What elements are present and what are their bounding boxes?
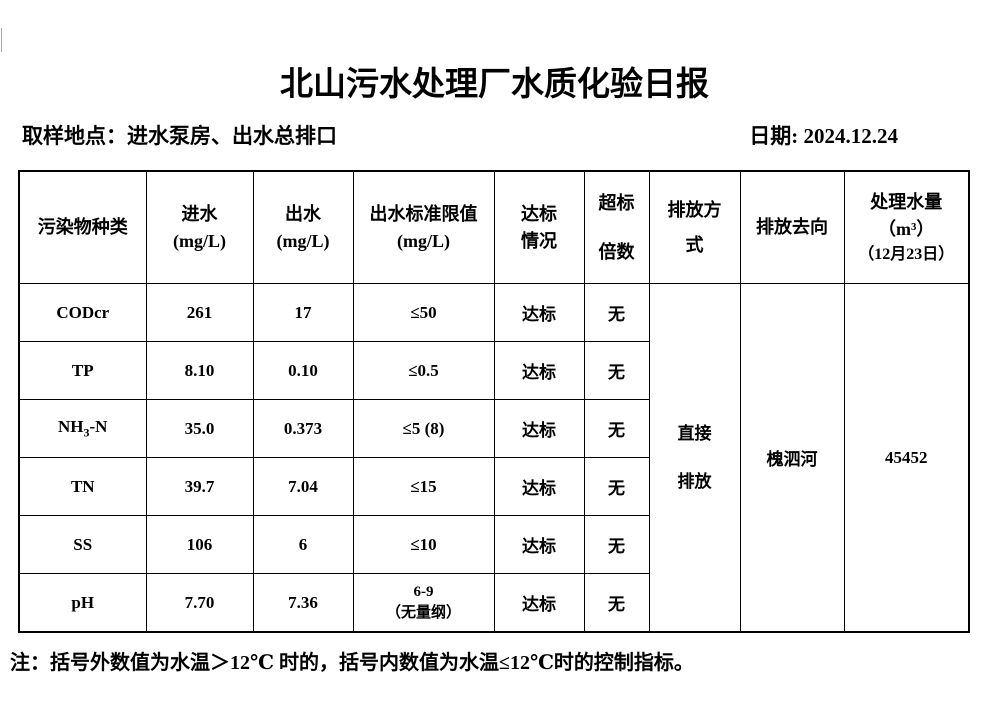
header-influent: 进水 (mg/L) [145, 170, 254, 285]
pollutant-name: SS [18, 515, 147, 575]
table-row-tp: TP 8.10 0.10 ≤0.5 达标 无 [18, 341, 969, 401]
exceed-value: 无 [583, 283, 650, 343]
limit-value: 6-9 （无量纲） [352, 573, 495, 633]
compliance-value: 达标 [493, 283, 585, 343]
water-quality-table: 污染物种类 进水 (mg/L) 出水 (mg/L) 出水标准限值 (mg/L) … [18, 169, 970, 633]
effluent-value: 7.04 [252, 457, 354, 517]
limit-value: ≤10 [352, 515, 495, 575]
table-row-ph: pH 7.70 7.36 6-9 （无量纲） 达标 无 [18, 573, 969, 633]
discharge-mode-cell: 直接 排放 [648, 283, 741, 633]
header-row: 污染物种类 进水 (mg/L) 出水 (mg/L) 出水标准限值 (mg/L) … [18, 170, 970, 285]
subheader: 取样地点：进水泵房、出水总排口 日期: 2024.12.24 [22, 120, 898, 150]
exceed-value: 无 [583, 457, 650, 517]
effluent-value: 0.10 [252, 341, 354, 401]
influent-value: 7.70 [145, 573, 254, 633]
influent-value: 261 [145, 283, 254, 343]
table-row-nh3n: NH3-N 35.0 0.373 ≤5 (8) 达标 无 [18, 399, 969, 459]
header-effluent: 出水 (mg/L) [252, 170, 354, 285]
effluent-value: 7.36 [252, 573, 354, 633]
limit-value: ≤0.5 [352, 341, 495, 401]
compliance-value: 达标 [493, 341, 585, 401]
exceed-value: 无 [583, 573, 650, 633]
compliance-value: 达标 [493, 457, 585, 517]
effluent-value: 17 [252, 283, 354, 343]
exceed-value: 无 [583, 341, 650, 401]
table-row-codcr: CODcr 261 17 ≤50 达标 无 直接 排放 槐泗河 45452 [18, 283, 970, 633]
table-row-tn: TN 39.7 7.04 ≤15 达标 无 [18, 457, 969, 517]
header-pollutant: 污染物种类 [18, 170, 147, 285]
treated-volume-cell: 45452 [843, 283, 970, 633]
page-title: 北山污水处理厂水质化验日报 [280, 67, 709, 103]
pollutant-name: pH [18, 573, 147, 633]
influent-value: 8.10 [145, 341, 254, 401]
compliance-value: 达标 [493, 399, 585, 459]
header-discharge-destination: 排放去向 [739, 170, 845, 285]
effluent-value: 6 [252, 515, 354, 575]
discharge-destination-cell: 槐泗河 [739, 283, 845, 633]
header-exceed-multiple: 超标 倍数 [583, 170, 650, 285]
limit-value: ≤15 [352, 457, 495, 517]
effluent-value: 0.373 [252, 399, 354, 459]
header-limit: 出水标准限值 (mg/L) [352, 170, 495, 285]
influent-value: 39.7 [145, 457, 254, 517]
report-date: 日期: 2024.12.24 [749, 123, 898, 148]
sampling-location: 取样地点：进水泵房、出水总排口 [22, 123, 337, 148]
table-row-ss: SS 106 6 ≤10 达标 无 [18, 515, 969, 575]
limit-value: ≤5 (8) [352, 399, 495, 459]
pollutant-name: TP [18, 341, 147, 401]
exceed-value: 无 [583, 399, 650, 459]
header-compliance: 达标 情况 [493, 170, 585, 285]
page-edge-artifact [1, 28, 2, 52]
influent-value: 106 [145, 515, 254, 575]
footnote: 注：括号外数值为水温＞12℃ 时的，括号内数值为水温≤12℃时的控制指标。 [10, 651, 694, 674]
compliance-value: 达标 [493, 573, 585, 633]
pollutant-name: TN [18, 457, 147, 517]
header-discharge-mode: 排放方 式 [648, 170, 741, 285]
pollutant-name: CODcr [18, 283, 147, 343]
header-treated-volume: 处理水量 （m³） （12月23日） [843, 170, 970, 285]
compliance-value: 达标 [493, 515, 585, 575]
influent-value: 35.0 [145, 399, 254, 459]
exceed-value: 无 [583, 515, 650, 575]
pollutant-name: NH3-N [18, 399, 147, 459]
limit-value: ≤50 [352, 283, 495, 343]
